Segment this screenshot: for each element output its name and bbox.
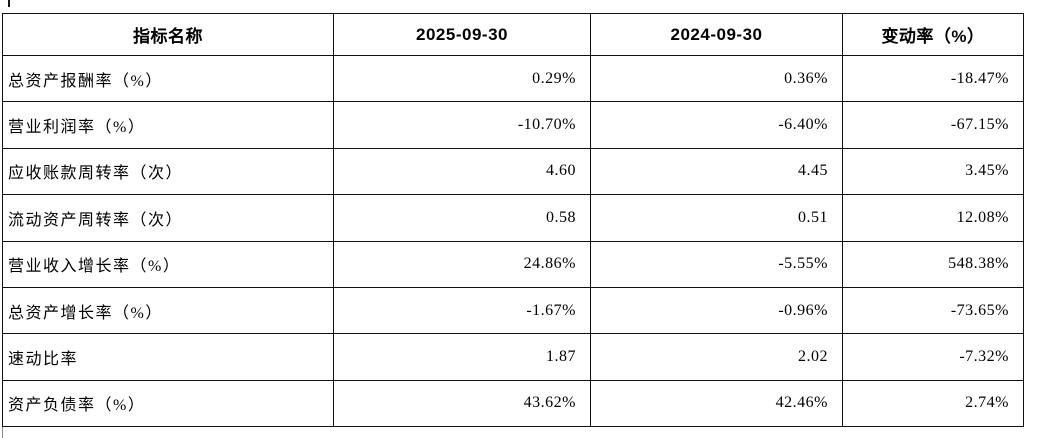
value-cell: 0.51: [590, 194, 843, 242]
header-period-2025: 2025-09-30: [333, 13, 591, 56]
cropped-border-artifact-bottom: [2, 427, 3, 438]
value-cell: -73.65%: [842, 286, 1024, 335]
value-cell: 0.29%: [333, 54, 591, 103]
header-period-2024: 2024-09-30: [590, 13, 843, 56]
indicator-name-cell: 应收账款周转率（次）: [2, 147, 334, 196]
value-cell: 4.60: [333, 147, 591, 196]
value-cell: 43.62%: [333, 379, 591, 428]
table-row: 总资产增长率（%） -1.67% -0.96% -73.65%: [2, 286, 1024, 335]
value-cell: 0.58: [333, 194, 591, 242]
cropped-border-artifact-top: [8, 0, 10, 7]
table-row: 资产负债率（%） 43.62% 42.46% 2.74%: [2, 379, 1024, 428]
value-cell: 3.45%: [842, 147, 1024, 196]
table-row: 总资产报酬率（%） 0.29% 0.36% -18.47%: [2, 54, 1024, 103]
indicator-name-cell: 总资产报酬率（%）: [2, 54, 334, 103]
financial-indicators-table: 指标名称 2025-09-30 2024-09-30 变动率（%） 总资产报酬率…: [2, 13, 1024, 428]
table-row: 流动资产周转率（次） 0.58 0.51 12.08%: [2, 194, 1024, 242]
indicator-name-cell: 资产负债率（%）: [2, 379, 334, 428]
value-cell: 42.46%: [590, 379, 843, 428]
table-body: 总资产报酬率（%） 0.29% 0.36% -18.47% 营业利润率（%） -10.70…: [2, 54, 1024, 428]
value-cell: -5.55%: [590, 240, 843, 288]
header-change-rate: 变动率（%）: [842, 13, 1024, 56]
indicator-name-cell: 营业收入增长率（%）: [2, 240, 334, 288]
value-cell: 4.45: [590, 147, 843, 196]
value-cell: -0.96%: [590, 286, 843, 335]
value-cell: 24.86%: [333, 240, 591, 288]
value-cell: -18.47%: [842, 54, 1024, 103]
indicator-name-cell: 流动资产周转率（次）: [2, 194, 334, 242]
value-cell: 2.02: [590, 333, 843, 381]
table-row: 速动比率 1.87 2.02 -7.32%: [2, 333, 1024, 381]
value-cell: -1.67%: [333, 286, 591, 335]
indicator-name-cell: 营业利润率（%）: [2, 101, 334, 149]
value-cell: 12.08%: [842, 194, 1024, 242]
table-row: 营业收入增长率（%） 24.86% -5.55% 548.38%: [2, 240, 1024, 288]
value-cell: 1.87: [333, 333, 591, 381]
value-cell: 2.74%: [842, 379, 1024, 428]
value-cell: -7.32%: [842, 333, 1024, 381]
indicator-name-cell: 总资产增长率（%）: [2, 286, 334, 335]
table-header-row: 指标名称 2025-09-30 2024-09-30 变动率（%）: [2, 13, 1024, 56]
header-indicator-name: 指标名称: [2, 13, 334, 56]
value-cell: 0.36%: [590, 54, 843, 103]
value-cell: -67.15%: [842, 101, 1024, 149]
value-cell: -6.40%: [590, 101, 843, 149]
table-row: 营业利润率（%） -10.70% -6.40% -67.15%: [2, 101, 1024, 149]
indicator-name-cell: 速动比率: [2, 333, 334, 381]
value-cell: -10.70%: [333, 101, 591, 149]
value-cell: 548.38%: [842, 240, 1024, 288]
table-row: 应收账款周转率（次） 4.60 4.45 3.45%: [2, 147, 1024, 196]
